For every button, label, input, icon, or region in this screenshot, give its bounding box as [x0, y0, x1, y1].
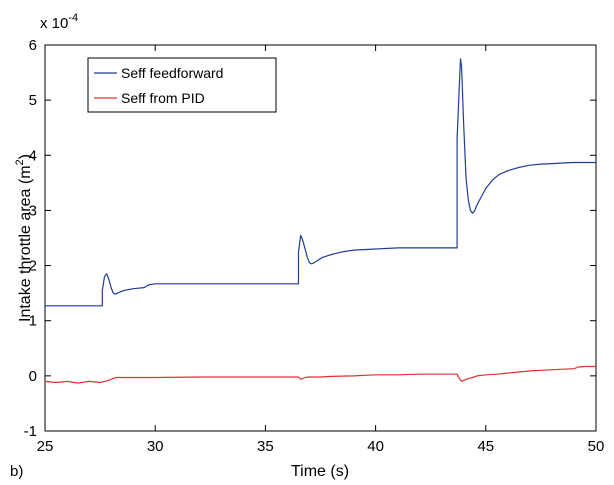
x-tick-label: 30 — [147, 438, 164, 455]
y-axis-label-exponent: 2 — [14, 159, 26, 165]
y-tick-label: 6 — [29, 37, 37, 54]
y-scale-exponent: -4 — [68, 12, 78, 24]
x-tick-label: 45 — [477, 438, 494, 455]
legend-label-feedforward: Seff feedforward — [121, 65, 223, 81]
x-axis-label: Time (s) — [291, 463, 349, 480]
y-tick-label: 2 — [29, 258, 37, 275]
y-scale-prefix: x 10 — [40, 15, 68, 32]
y-tick-label: 0 — [29, 368, 37, 385]
y-tick-label: 5 — [29, 92, 37, 109]
y-tick-label: -1 — [24, 423, 37, 440]
y-tick-label: 1 — [29, 313, 37, 330]
legend: Seff feedforward Seff from PID — [87, 57, 277, 113]
x-tick-label: 25 — [37, 438, 54, 455]
series-line-feedforward — [45, 58, 596, 307]
legend-box — [87, 57, 277, 113]
plot-frame — [44, 44, 597, 432]
x-tick-label: 50 — [588, 438, 605, 455]
y-scale-factor: x 10-4 — [40, 12, 78, 32]
y-axis-label: Intake throttle area (m2) — [14, 154, 34, 322]
y-axis-label-close: ) — [17, 154, 34, 159]
legend-label-pid: Seff from PID — [121, 90, 205, 106]
x-tick-label: 35 — [257, 438, 274, 455]
series-line-pid — [44, 365, 596, 384]
y-axis-label-main: Intake throttle area (m — [17, 165, 34, 322]
y-tick-label: 4 — [29, 147, 37, 164]
x-tick-label: 40 — [367, 438, 384, 455]
panel-label: b) — [10, 463, 23, 480]
y-tick-label: 3 — [29, 202, 37, 219]
